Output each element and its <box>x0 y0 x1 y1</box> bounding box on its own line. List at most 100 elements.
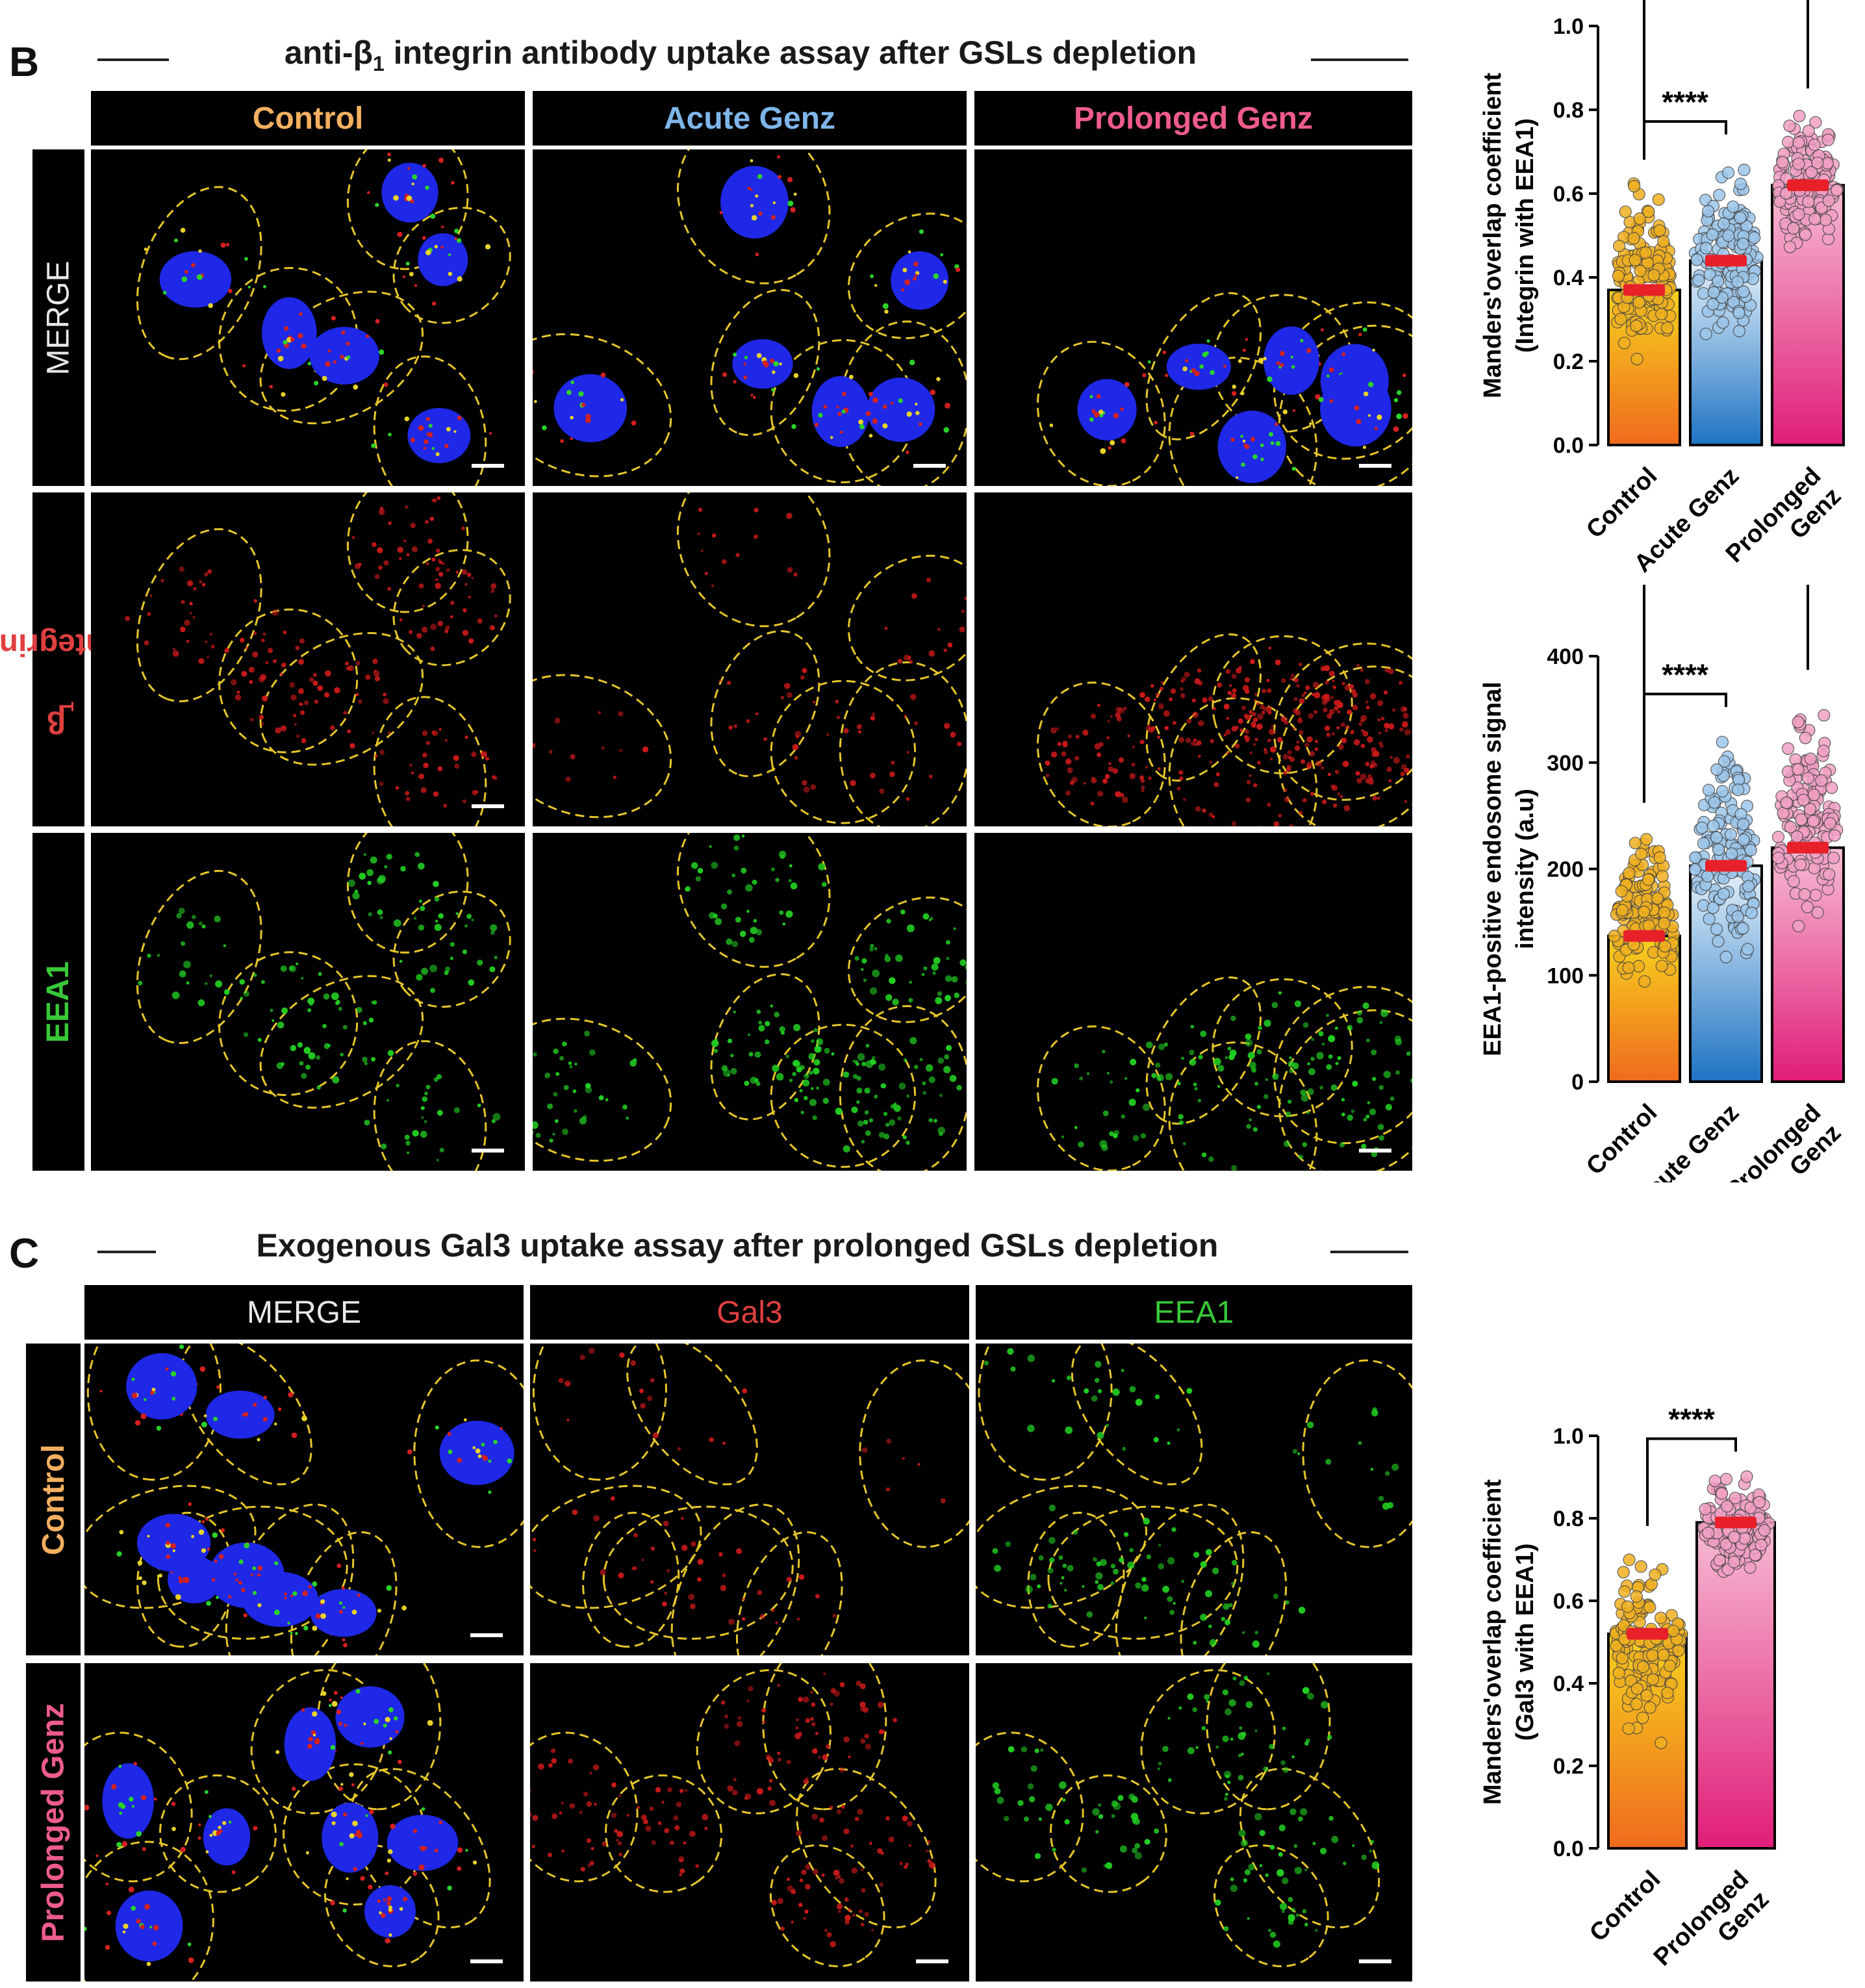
micrograph-b-merge-control <box>91 149 525 486</box>
data-point <box>1815 774 1828 787</box>
micrograph-b-eea1-control <box>91 833 525 1171</box>
data-point <box>1633 212 1646 225</box>
data-point <box>1792 136 1805 149</box>
data-point <box>1638 906 1651 919</box>
data-point <box>1708 1474 1721 1488</box>
data-point <box>1692 274 1705 287</box>
data-point <box>1629 837 1642 850</box>
x-tick-label-2: ProlongedGenz <box>1721 1099 1847 1182</box>
data-point <box>1630 320 1643 333</box>
micrograph-c-prolonged-eea1 <box>976 1663 1412 1982</box>
row-label-control: Control <box>26 1344 81 1655</box>
data-point <box>1622 1722 1635 1735</box>
y-axis-label-2: (Gal3 with EEA1) <box>1512 1543 1539 1740</box>
data-point <box>1804 752 1817 765</box>
data-point <box>1737 834 1750 847</box>
data-point <box>1828 829 1841 842</box>
data-point <box>1640 833 1653 846</box>
data-point <box>1639 246 1652 259</box>
data-point <box>1731 910 1744 923</box>
data-point <box>1702 1526 1715 1540</box>
micrograph-b-integrin-control <box>91 492 525 826</box>
data-point <box>1706 228 1719 241</box>
data-point <box>1822 194 1835 207</box>
data-point <box>1612 270 1625 283</box>
data-point <box>1724 828 1737 841</box>
data-point <box>1667 1624 1680 1637</box>
data-point <box>1653 224 1666 237</box>
data-point <box>1701 870 1714 883</box>
data-point <box>1721 166 1735 179</box>
data-point <box>1618 337 1631 350</box>
micrograph-c-control-merge <box>84 1344 524 1655</box>
y-tick-label: 0.8 <box>1553 1507 1584 1531</box>
data-point <box>1634 264 1647 277</box>
data-point <box>1614 312 1627 325</box>
data-point <box>1727 200 1740 213</box>
data-point <box>1642 873 1655 886</box>
data-point <box>1721 1499 1734 1513</box>
col-header-eea1: EEA1 <box>976 1285 1412 1340</box>
data-point <box>1654 1611 1668 1624</box>
data-point <box>1655 1737 1668 1750</box>
data-point <box>1658 906 1671 919</box>
panel-c-title: Exogenous Gal3 uptake assay after prolon… <box>256 1227 1219 1264</box>
data-point <box>1736 237 1749 250</box>
title-rule-right-b <box>1311 58 1408 61</box>
data-point <box>1697 287 1710 300</box>
chart-eea1-intensity: 0 100 200 300 400 EEA1-positive endosome sign… <box>1429 585 1865 1182</box>
data-point <box>1807 815 1820 828</box>
data-point <box>1787 222 1800 235</box>
data-point <box>1823 868 1836 881</box>
data-point <box>1755 1538 1768 1551</box>
data-point <box>1729 1492 1742 1505</box>
y-tick-label: 1.0 <box>1553 1424 1584 1449</box>
mean-marker-1 <box>1705 255 1747 267</box>
data-point <box>1797 793 1810 807</box>
chart-manders-gal3: 0.0 0.2 0.4 0.6 0.8 1.0 Manders'overlap coeffi… <box>1429 1332 1865 1988</box>
mean-marker-0 <box>1627 1627 1668 1640</box>
data-point <box>1758 1523 1771 1537</box>
data-point <box>1647 268 1660 282</box>
data-point <box>1748 231 1761 244</box>
data-point <box>1690 253 1703 266</box>
data-point <box>1728 1531 1741 1544</box>
title-rule-left-c <box>97 1251 156 1253</box>
significance-label-0: **** <box>1662 85 1708 119</box>
y-tick-label: 0.0 <box>1553 433 1584 458</box>
data-point <box>1718 755 1731 768</box>
data-point <box>1703 912 1716 926</box>
data-point <box>1732 307 1745 320</box>
y-tick-label: 1.0 <box>1553 14 1584 39</box>
y-axis-label: Manders'overlap coefficient <box>1479 1479 1506 1805</box>
x-tick-label-0: Control <box>1581 463 1662 544</box>
data-point <box>1734 177 1747 190</box>
mean-marker-1 <box>1715 1516 1757 1529</box>
data-point <box>1719 950 1732 963</box>
data-point <box>1732 325 1746 338</box>
chart-manders-integrin: 0.0 0.2 0.4 0.6 0.8 1.0 Manders'overlap coeffi… <box>1429 0 1865 585</box>
data-point <box>1636 1661 1650 1674</box>
data-point <box>1771 830 1785 843</box>
data-point <box>1635 847 1648 860</box>
data-point <box>1790 830 1803 843</box>
data-point <box>1634 1560 1647 1573</box>
data-point <box>1784 821 1797 834</box>
panel-b-title: anti-β1 integrin antibody uptake assay a… <box>188 34 1293 76</box>
data-point <box>1672 1644 1685 1657</box>
data-point <box>1643 1601 1656 1614</box>
data-point <box>1717 217 1731 230</box>
x-tick-label-1: ProlongedGenz <box>1649 1866 1775 1988</box>
data-point <box>1731 275 1744 288</box>
data-point <box>1792 715 1805 728</box>
y-tick-label: 0.6 <box>1553 182 1584 207</box>
y-tick-label: 0.6 <box>1553 1589 1584 1614</box>
data-point <box>1792 157 1805 170</box>
data-point <box>1819 213 1833 227</box>
data-point <box>1661 1687 1674 1700</box>
data-point <box>1622 961 1635 975</box>
data-point <box>1794 858 1807 871</box>
significance-bracket-0 <box>1646 1437 1737 1526</box>
data-point <box>1655 960 1668 973</box>
data-point <box>1818 709 1831 722</box>
